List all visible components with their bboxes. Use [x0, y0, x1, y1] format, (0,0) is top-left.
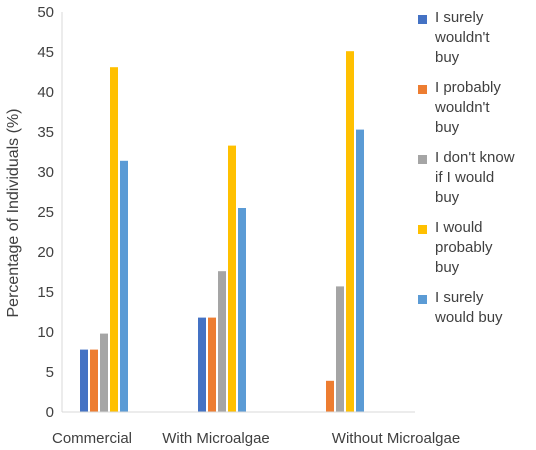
legend: I surely wouldn't buy I probably wouldn'… — [418, 8, 536, 338]
y-tick-label: 35 — [37, 124, 54, 141]
y-tick-label: 40 — [37, 84, 54, 101]
bar — [346, 51, 354, 412]
x-tick-label: Without Microalgae — [332, 430, 460, 447]
y-tick-label: 20 — [37, 244, 54, 261]
legend-label: I surely would buy — [435, 289, 503, 326]
legend-swatch — [418, 155, 427, 164]
y-tick-label: 45 — [37, 44, 54, 61]
legend-swatch — [418, 225, 427, 234]
bar — [90, 349, 98, 412]
legend-item-dont-know: I don't know if I would buy — [418, 148, 536, 208]
y-tick-label: 5 — [46, 364, 54, 381]
bar — [110, 67, 118, 412]
legend-item-surely-wouldnt-buy: I surely wouldn't buy — [418, 8, 536, 68]
legend-label: I would probably buy — [435, 219, 493, 276]
x-axis-labels: Commercial With Microalgae Without Microal… — [52, 430, 460, 447]
bar — [120, 160, 128, 412]
y-tick-label: 25 — [37, 204, 54, 221]
bar — [238, 208, 246, 412]
legend-item-would-probably-buy: I would probably buy — [418, 218, 536, 278]
y-axis-title: Percentage of Individuals (%) — [5, 109, 22, 318]
y-axis-label: Percentage of Individuals (%) — [5, 109, 22, 318]
bar — [208, 317, 216, 412]
x-tick-label: With Microalgae — [162, 430, 270, 447]
legend-swatch — [418, 85, 427, 94]
legend-label: I don't know if I would buy — [435, 149, 515, 206]
y-tick-label: 0 — [46, 404, 54, 421]
legend-item-probably-wouldnt-buy: I probably wouldn't buy — [418, 78, 536, 138]
legend-swatch — [418, 295, 427, 304]
bar — [198, 317, 206, 412]
y-tick-label: 30 — [37, 164, 54, 181]
legend-label: I probably wouldn't buy — [435, 79, 501, 136]
y-tick-label: 50 — [37, 4, 54, 21]
y-tick-label: 15 — [37, 284, 54, 301]
bar — [326, 380, 334, 412]
y-axis-ticks: 0 5 10 15 20 25 30 35 40 45 50 — [37, 4, 54, 421]
legend-swatch — [418, 15, 427, 24]
bar — [228, 145, 236, 412]
bar — [336, 286, 344, 412]
bar — [80, 349, 88, 412]
bar — [218, 271, 226, 412]
bar — [100, 333, 108, 412]
legend-item-surely-would-buy: I surely would buy — [418, 288, 536, 328]
bar — [356, 129, 364, 412]
y-tick-label: 10 — [37, 324, 54, 341]
bars — [80, 51, 364, 412]
x-tick-label: Commercial — [52, 430, 132, 447]
legend-label: I surely wouldn't buy — [435, 9, 490, 66]
